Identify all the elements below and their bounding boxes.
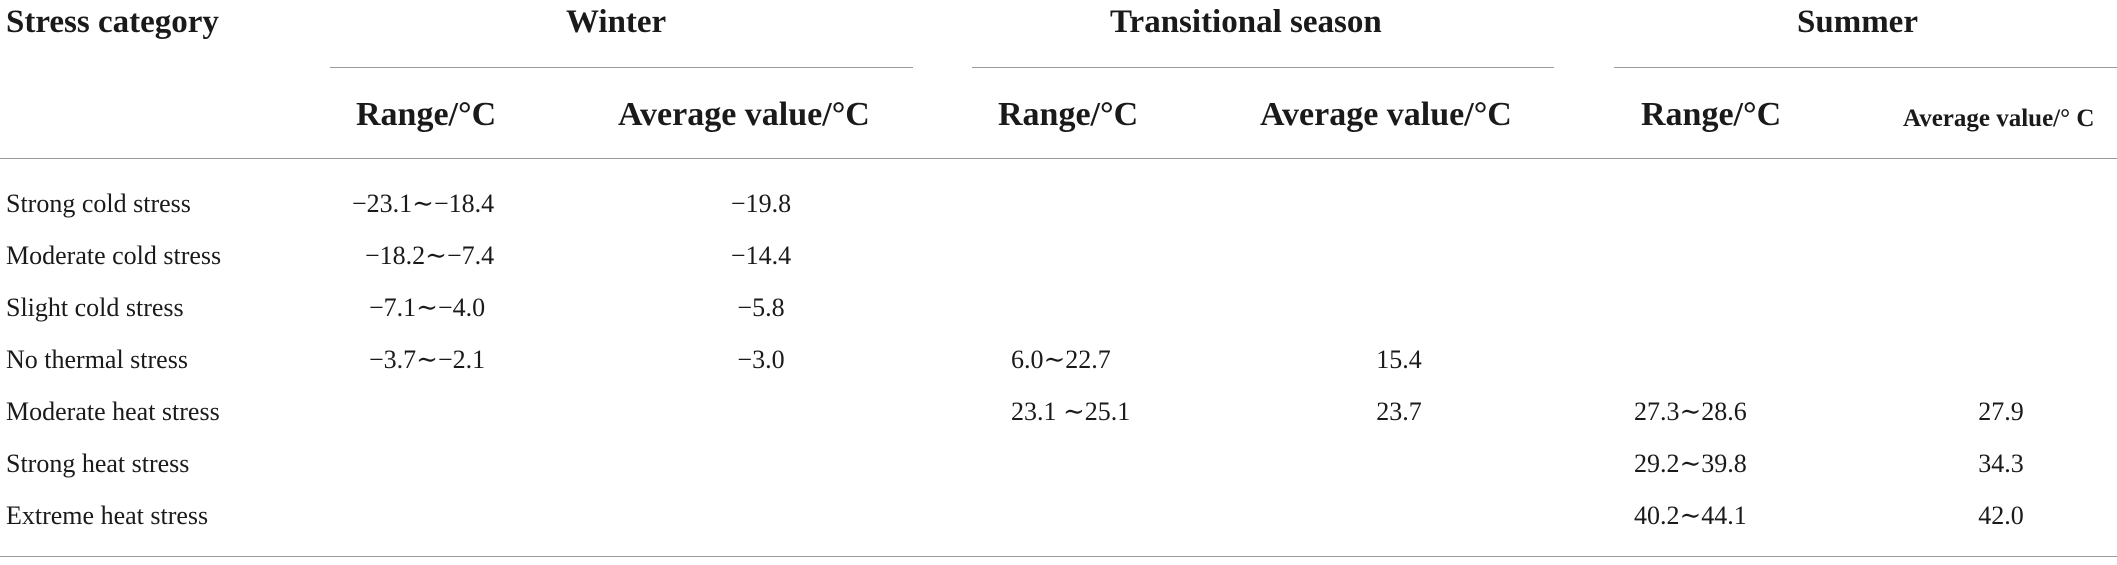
winter-range-cell: −18.2∼−7.4 (365, 241, 495, 270)
transitional-range-cell: 23.1 ∼25.1 (1011, 397, 1131, 426)
summer-group-rule (1614, 67, 2117, 68)
summer-average-cell: 42.0 (1978, 501, 2024, 530)
transitional-average-cell: 23.7 (1376, 397, 1422, 426)
table-row: Strong heat stress 29.2∼39.8 34.3 (0, 438, 2117, 490)
header-bottom-rule (0, 158, 2117, 159)
summer-range-cell: 27.3∼28.6 (1634, 397, 1747, 426)
table-row: Moderate cold stress −18.2∼−7.4 −14.4 (0, 230, 2117, 282)
row-category: Strong heat stress (6, 449, 190, 478)
header-summer: Summer (1797, 4, 1918, 40)
summer-range-cell: 29.2∼39.8 (1634, 449, 1747, 478)
header-transitional-range: Range/°C (998, 96, 1139, 133)
winter-range-cell: −3.7∼−2.1 (369, 345, 486, 374)
winter-average-cell: −3.0 (737, 345, 785, 374)
winter-group-rule (330, 67, 913, 68)
header-summer-average: Average value/° C (1903, 105, 2095, 132)
header-summer-range: Range/°C (1641, 96, 1782, 133)
header-winter-range: Range/°C (356, 96, 497, 133)
winter-average-cell: −5.8 (737, 293, 785, 322)
table-row: Moderate heat stress 23.1 ∼25.1 23.7 27.… (0, 386, 2117, 438)
summer-average-cell: 27.9 (1978, 397, 2024, 426)
header-transitional-average: Average value/°C (1260, 96, 1512, 133)
table-row: No thermal stress −3.7∼−2.1 −3.0 6.0∼22.… (0, 334, 2117, 386)
transitional-range-cell: 6.0∼22.7 (1011, 345, 1111, 374)
table-bottom-rule (0, 556, 2117, 557)
summer-average-cell: 34.3 (1978, 449, 2024, 478)
header-transitional-season: Transitional season (1110, 4, 1382, 40)
row-category: Slight cold stress (6, 293, 184, 322)
table-row: Extreme heat stress 40.2∼44.1 42.0 (0, 490, 2117, 542)
row-category: Moderate heat stress (6, 397, 220, 426)
row-category: Extreme heat stress (6, 501, 209, 530)
transitional-group-rule (972, 67, 1554, 68)
row-category: No thermal stress (6, 345, 188, 374)
transitional-average-cell: 15.4 (1376, 345, 1422, 374)
summer-range-cell: 40.2∼44.1 (1634, 501, 1747, 530)
row-category: Moderate cold stress (6, 241, 222, 270)
winter-range-cell: −7.1∼−4.0 (369, 293, 486, 322)
table-row: Slight cold stress −7.1∼−4.0 −5.8 (0, 282, 2117, 334)
winter-average-cell: −19.8 (730, 189, 792, 218)
table-row: Strong cold stress −23.1∼−18.4 −19.8 (0, 178, 2117, 230)
header-winter-average: Average value/°C (618, 96, 870, 133)
winter-range-cell: −23.1∼−18.4 (352, 189, 495, 218)
header-winter: Winter (566, 4, 667, 40)
row-category: Strong cold stress (6, 189, 191, 218)
winter-average-cell: −14.4 (730, 241, 792, 270)
header-stress-category: Stress category (6, 4, 219, 40)
